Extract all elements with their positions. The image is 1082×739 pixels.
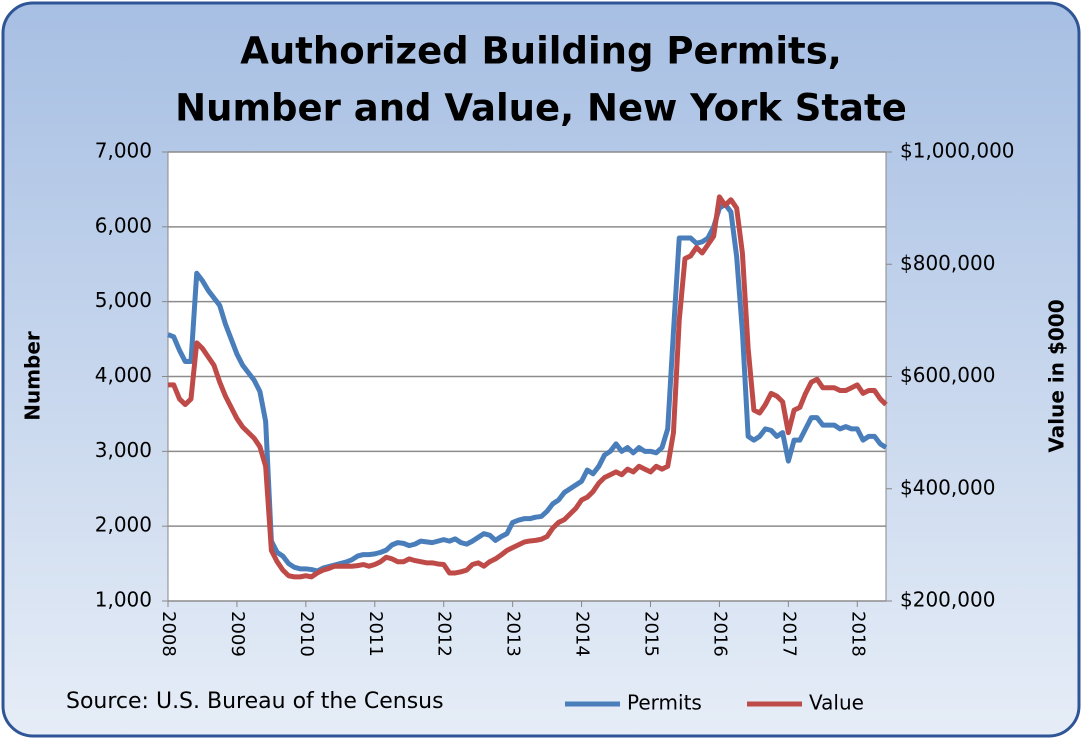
data-line	[167, 201, 888, 574]
y2-tick-label: $600,000	[900, 363, 995, 387]
y2-axis-label: Value in $000	[1045, 299, 1069, 452]
y-tick-label: 6,000	[95, 213, 152, 237]
x-tick-label: 2017	[778, 611, 799, 657]
x-tick-label: 2012	[434, 611, 455, 657]
x-tick-label: 2015	[640, 611, 661, 657]
y-tick-label: 3,000	[95, 438, 152, 462]
x-tick-label: 2018	[847, 611, 868, 657]
data-line	[168, 194, 888, 580]
y2-tick-label: $1,000,000	[900, 139, 1015, 163]
x-tick-label: 2014	[572, 611, 593, 657]
y2-tick-label: $400,000	[900, 475, 995, 499]
source-note: Source: U.S. Bureau of the Census	[66, 689, 444, 714]
y-axis-label: Number	[21, 331, 45, 421]
y-tick-label: 4,000	[95, 363, 152, 387]
y2-tick-label: $200,000	[900, 588, 995, 612]
x-tick-label: 2011	[365, 611, 386, 657]
y-tick-label: 7,000	[95, 139, 152, 163]
x-tick-label: 2016	[709, 611, 730, 657]
x-tick-label: 2008	[158, 611, 179, 657]
chart-title: Number and Value, New York State	[175, 87, 907, 130]
legend-label: Permits	[627, 691, 702, 715]
y-tick-label: 1,000	[95, 588, 152, 612]
y-tick-label: 2,000	[95, 513, 152, 537]
x-tick-label: 2010	[296, 611, 317, 657]
x-tick-label: 2009	[227, 611, 248, 657]
legend-label: Value	[809, 691, 864, 715]
x-tick-label: 2013	[503, 611, 524, 657]
y-tick-label: 5,000	[95, 288, 152, 312]
chart-title: Authorized Building Permits,	[240, 30, 842, 73]
y2-tick-label: $800,000	[900, 251, 995, 275]
